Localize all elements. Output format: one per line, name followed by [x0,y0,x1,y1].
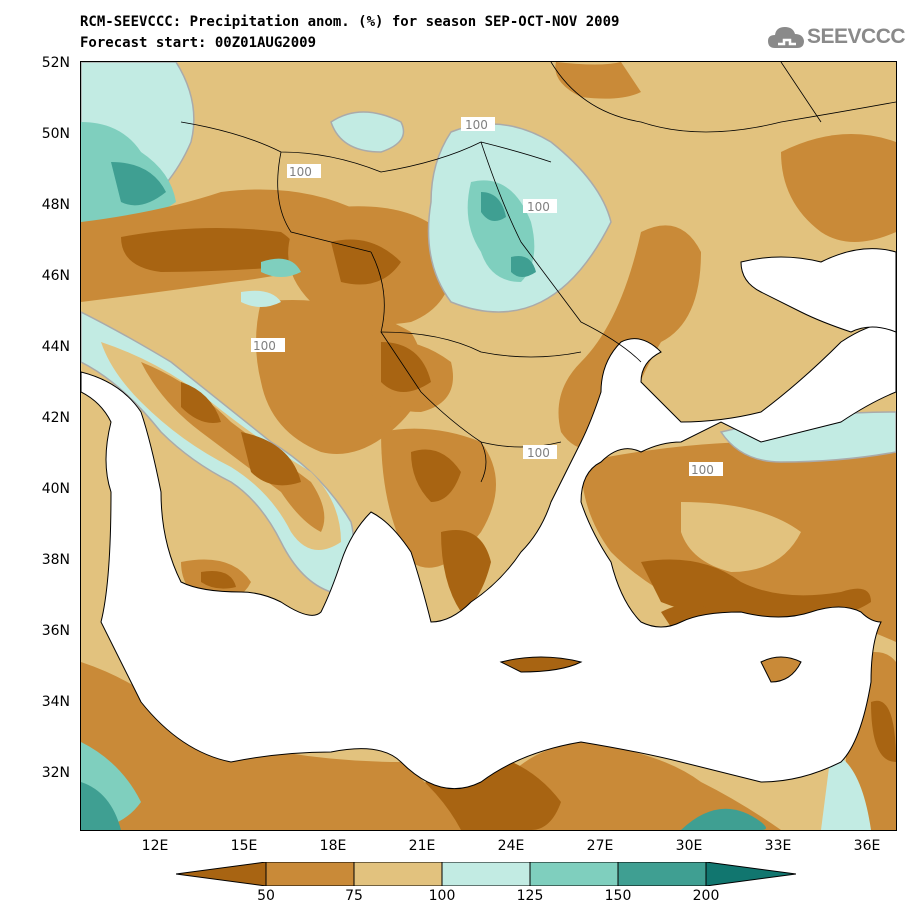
legend-label: 50 [257,888,275,904]
map-title: RCM-SEEVCCC: Precipitation anom. (%) for… [80,12,619,54]
map-svg: 100 100 100 100 100 100 [81,62,896,830]
legend-swatch [353,861,443,887]
lat-label: 52N [41,55,70,71]
legend-label: 125 [516,888,544,904]
legend-label: 200 [692,888,720,904]
lon-label: 21E [408,838,436,854]
lon-label: 12E [141,838,169,854]
title-line-1: RCM-SEEVCCC: Precipitation anom. (%) for… [80,14,620,30]
legend-swatch [529,861,619,887]
legend-label: 150 [604,888,632,904]
color-legend-bar [175,861,797,887]
lat-label: 38N [41,552,70,568]
lon-label: 18E [319,838,347,854]
lat-label: 48N [41,197,70,213]
lat-label: 34N [41,694,70,710]
lat-label: 36N [41,623,70,639]
lon-label: 33E [764,838,792,854]
lat-label: 40N [41,481,70,497]
legend-swatch [265,861,355,887]
title-line-2: Forecast start: 00Z01AUG2009 [80,35,317,51]
lat-label: 32N [41,765,70,781]
legend-swatch [441,861,531,887]
lat-label: 44N [41,339,70,355]
legend-label: 75 [345,888,363,904]
lon-label: 36E [853,838,881,854]
legend-swatch [617,861,707,887]
cloud-icon [768,27,804,48]
contour-label: 100 [289,165,312,179]
contour-label: 100 [527,446,550,460]
contour-label: 100 [253,339,276,353]
contour-label: 100 [527,200,550,214]
color-legend [175,861,797,887]
seevccc-logo: SEEVCCC [767,24,907,56]
contour-label: 100 [465,118,488,132]
lon-label: 27E [586,838,614,854]
lat-label: 42N [41,410,70,426]
lat-label: 46N [41,268,70,284]
legend-swatch [705,861,797,887]
lat-label: 50N [41,126,70,142]
legend-label: 100 [428,888,456,904]
lon-label: 15E [230,838,258,854]
lon-label: 30E [675,838,703,854]
contour-label: 100 [691,463,714,477]
map-area: 100 100 100 100 100 100 [80,61,897,831]
logo-text: SEEVCCC [807,25,906,48]
legend-swatch [175,861,267,887]
lon-label: 24E [497,838,525,854]
